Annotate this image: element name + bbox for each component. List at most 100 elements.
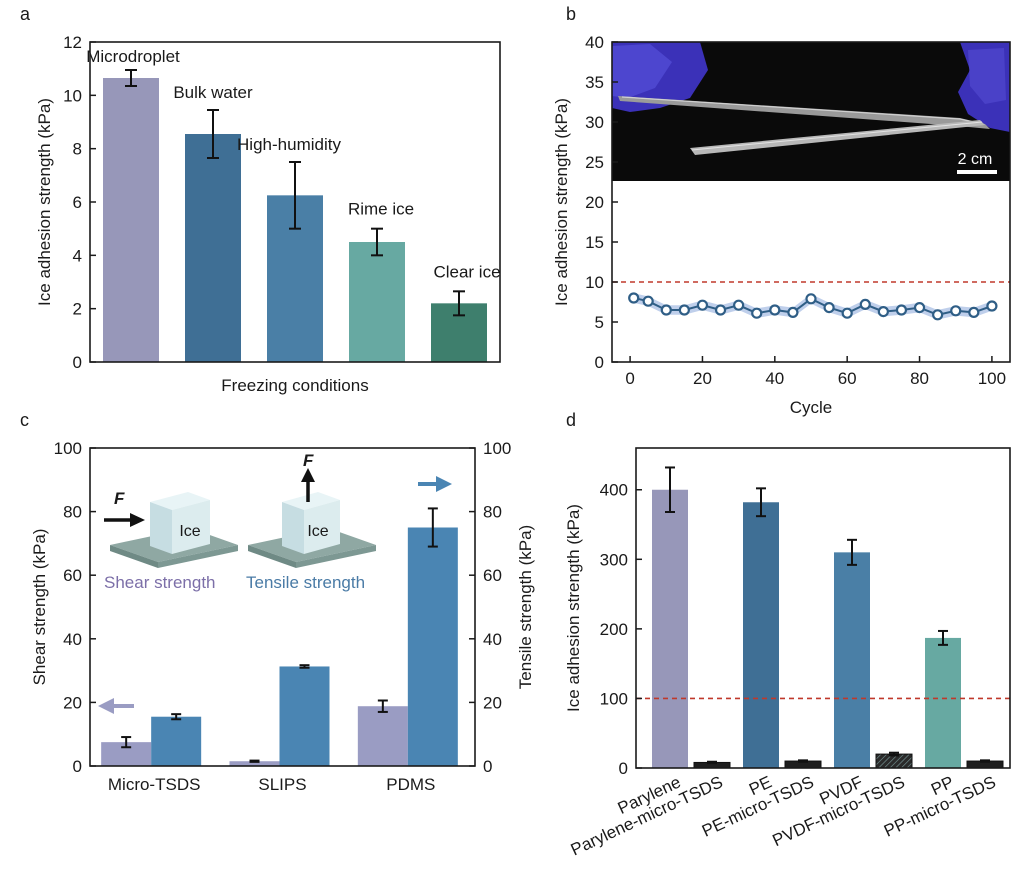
- panel-b-data-point: [787, 306, 799, 318]
- right-glove-highlight: [968, 48, 1006, 104]
- panel-b-data-point: [696, 299, 709, 311]
- panel-b-data-point: [805, 293, 817, 305]
- panel-b-x-tick-label: 80: [910, 369, 929, 388]
- tensile-force-label: F: [303, 451, 314, 470]
- panel-b-y-tick-label: 15: [585, 233, 604, 252]
- panel-d-bar: [834, 552, 870, 768]
- panel-c-bar-tensile: [151, 716, 202, 766]
- sample-strip-upper: [618, 96, 990, 129]
- panel-c-left-y-tick-label: 0: [73, 757, 82, 776]
- panel-c-right-y-tick-label: 60: [483, 566, 502, 585]
- panel-b-data-point: [642, 295, 654, 307]
- panel-a-chart: 0 2 4 6 8 10 12 Microdroplet Bulk water High-hum…: [35, 33, 501, 395]
- panel-d-bar: [743, 502, 779, 768]
- panel-c-right-y-tick-label: 80: [483, 503, 502, 522]
- panel-c-bars: [101, 507, 458, 766]
- panel-b-data-point: [660, 304, 672, 316]
- scale-bar-label: 2 cm: [958, 151, 993, 168]
- panel-a-bar: [185, 134, 241, 362]
- panel-b-x-tick-label: 60: [838, 369, 857, 388]
- panel-d-y-tick-label: 100: [600, 689, 628, 708]
- panel-b-data-point: [841, 307, 853, 319]
- panel-b-data-point: [628, 292, 640, 304]
- panel-b-y-tick-label: 25: [585, 153, 604, 172]
- panel-d-bar: [652, 489, 688, 768]
- panel-b-data-point: [932, 309, 944, 321]
- panel-a-bar: [349, 242, 405, 362]
- panel-a-bar-labels: Microdroplet Bulk water High-humidity Rime …: [86, 47, 500, 281]
- shear-ice-top: [150, 492, 210, 510]
- panel-label-c: c: [20, 410, 29, 430]
- panel-c-left-y-tick-label: 60: [63, 566, 82, 585]
- left-glove-highlight: [612, 44, 672, 98]
- right-axis-arrow-icon: [418, 476, 452, 492]
- panel-c-right-y-axis-label: Tensile strength (kPa): [516, 525, 535, 689]
- panel-b-x-tick-label: 100: [978, 369, 1006, 388]
- panel-d-frame: [635, 447, 1011, 769]
- panel-b-data-point: [823, 302, 835, 314]
- panel-a-bar-label: Rime ice: [348, 200, 414, 219]
- panel-c-chart: Micro-TSDS SLIPS PDMS 0 0 20 20 40 40 60 60 80 80 100…: [30, 439, 535, 794]
- panel-b-x-tick-label: 0: [625, 369, 634, 388]
- panel-a-y-tick-label: 6: [73, 193, 82, 212]
- panel-b-points: [628, 292, 998, 321]
- panel-d-bars: [652, 466, 1004, 769]
- shear-schematic: Ice F Shear strength: [104, 489, 238, 592]
- panel-c-x-tick-label: PDMS: [386, 775, 435, 794]
- panel-b-y-tick-label: 20: [585, 193, 604, 212]
- panel-b-y-tick-label: 0: [595, 353, 604, 372]
- shear-ice-front: [172, 500, 210, 554]
- panel-b-x-tick-label: 40: [765, 369, 784, 388]
- sample-strip-lower-edge: [691, 121, 983, 151]
- panel-c-right-y-tick-label: 100: [483, 439, 511, 458]
- panel-b-y-tick-label: 30: [585, 113, 604, 132]
- tensile-schematic: Ice F Tensile strength: [246, 451, 376, 592]
- tensile-force-arrow-icon: [301, 468, 315, 482]
- panel-b-data-point: [751, 307, 763, 319]
- panel-c-right-y-tick-label: 0: [483, 757, 492, 776]
- tensile-caption: Tensile strength: [246, 573, 365, 592]
- panel-a-bar-label: Clear ice: [433, 262, 500, 281]
- panel-b-y-tick-label: 10: [585, 273, 604, 292]
- panel-a-bar-label: Microdroplet: [86, 47, 180, 66]
- panel-a-y-tick-label: 12: [63, 33, 82, 52]
- panel-c-right-y-tick-label: 40: [483, 630, 502, 649]
- panel-b-x-axis-label: Cycle: [790, 398, 833, 417]
- panel-a-y-axis-label: Ice adhesion strength (kPa): [35, 98, 54, 306]
- panel-a-bars: [103, 69, 487, 362]
- panel-a-x-axis-label: Freezing conditions: [221, 376, 368, 395]
- panel-b-data-point: [968, 306, 980, 318]
- panel-c-bar-shear: [229, 761, 280, 766]
- panel-a-y-ticks: 0 2 4 6 8 10 12: [63, 33, 96, 372]
- panel-b-y-axis-label: Ice adhesion strength (kPa): [552, 98, 571, 306]
- panel-b-x-tick-label: 20: [693, 369, 712, 388]
- panel-c-bar-shear: [101, 742, 152, 766]
- tensile-ice-top: [282, 492, 340, 510]
- panel-c-left-y-tick-label: 100: [54, 439, 82, 458]
- shear-caption: Shear strength: [104, 573, 216, 592]
- panel-c-ticks: Micro-TSDS SLIPS PDMS 0 0 20 20 40 40 60 60 80 80 100…: [54, 439, 512, 794]
- shear-force-arrow-icon: [130, 513, 145, 527]
- panel-c-right-y-tick-label: 20: [483, 693, 502, 712]
- panel-b-y-tick-label: 35: [585, 73, 604, 92]
- panel-b-photo-inset: 2 cm: [612, 42, 1010, 181]
- panel-a-y-tick-label: 8: [73, 140, 82, 159]
- panel-b-data-point: [769, 304, 781, 316]
- panel-b-y-tick-label: 40: [585, 33, 604, 52]
- panel-label-d: d: [566, 410, 576, 430]
- panel-a-y-tick-label: 2: [73, 300, 82, 319]
- panel-d-y-tick-label: 200: [600, 620, 628, 639]
- panel-a-bar: [103, 78, 159, 362]
- panel-c-left-y-tick-label: 80: [63, 503, 82, 522]
- panel-d-y-tick-label: 300: [600, 550, 628, 569]
- panel-c-frame: [89, 447, 476, 767]
- panel-d-y-axis-label: Ice adhesion strength (kPa): [564, 504, 583, 712]
- panel-b-data-point: [733, 299, 745, 311]
- panel-label-b: b: [566, 4, 576, 24]
- panel-b-data-point: [913, 302, 926, 314]
- panel-d-bar: [925, 637, 961, 768]
- panel-d-y-tick-label: 0: [619, 759, 628, 778]
